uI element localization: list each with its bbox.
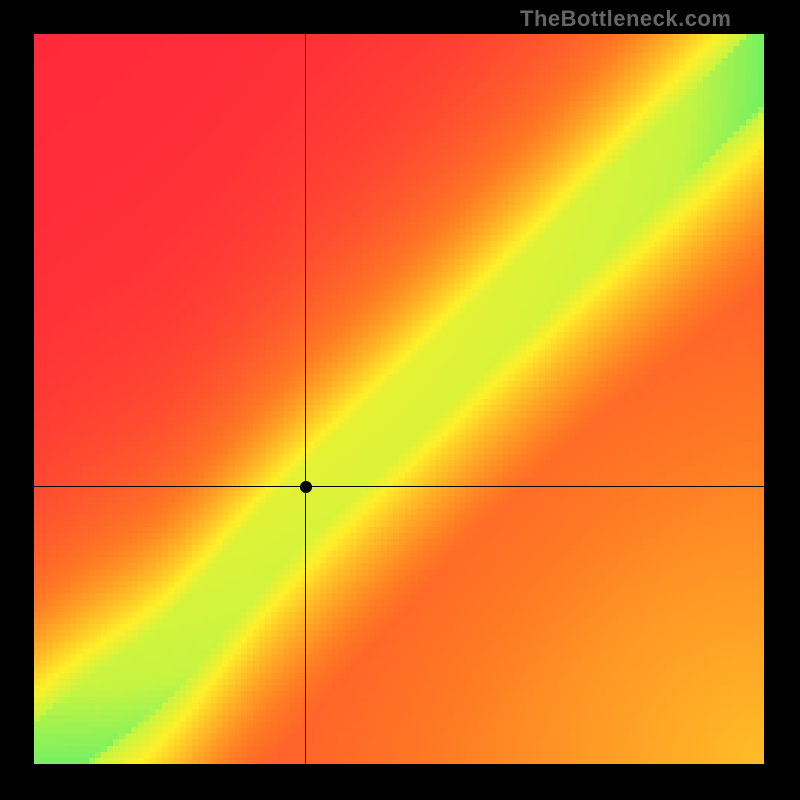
crosshair-horizontal [34,486,764,487]
data-point [300,481,312,493]
heatmap-plot [34,34,764,764]
heatmap-canvas [34,34,764,764]
crosshair-vertical [305,34,306,764]
watermark-text: TheBottleneck.com [520,6,731,32]
